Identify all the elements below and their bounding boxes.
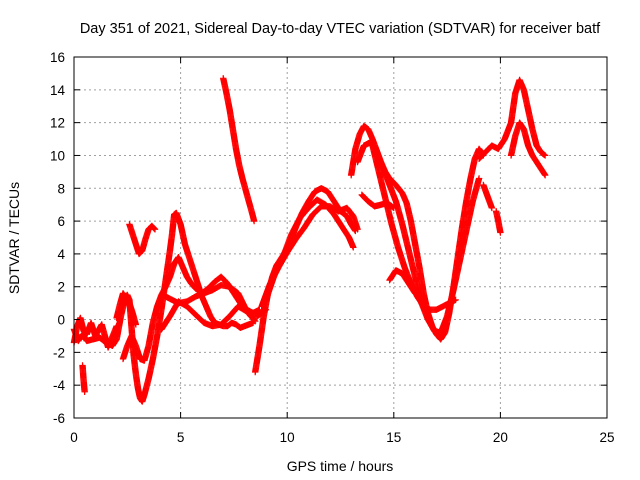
data-series-arc-4 [158, 298, 259, 333]
data-point [541, 152, 549, 159]
plot-frame [73, 56, 608, 419]
data-series-arc-5 [126, 221, 159, 258]
y-tick-label: 2 [57, 280, 65, 295]
data-point [488, 204, 496, 212]
data-series-arc-14 [358, 191, 397, 212]
data-point [252, 317, 259, 325]
y-tick-label: 0 [57, 313, 65, 328]
data-point [350, 244, 357, 251]
y-tick-label: 10 [50, 148, 65, 163]
data-point [132, 321, 140, 328]
data-series-arc-3 [162, 281, 270, 320]
data-points [70, 75, 549, 405]
data-point [113, 322, 120, 330]
data-series-arc-16 [475, 76, 549, 162]
data-series-arc-6 [113, 290, 140, 328]
x-tick-label: 25 [599, 430, 614, 445]
data-series-arc-10 [262, 196, 357, 304]
x-tick-label: 10 [280, 430, 295, 445]
y-tick-label: 8 [57, 181, 65, 196]
data-point [541, 151, 548, 158]
data-series-arc-18 [480, 181, 496, 212]
data-series-arc-20 [79, 362, 88, 395]
y-axis-label: SDTVAR / TECUs [6, 182, 22, 294]
data-series-arc-15 [386, 267, 419, 297]
data-point [390, 204, 397, 212]
data-point [452, 296, 459, 304]
data-point [151, 226, 159, 233]
data-series-arc-17 [507, 119, 549, 179]
x-tick-label: 0 [70, 430, 78, 445]
y-tick-label: 16 [50, 50, 65, 65]
y-tick-label: -6 [53, 411, 65, 426]
x-tick-label: 15 [386, 430, 401, 445]
data-point [541, 171, 549, 179]
y-tick-label: 6 [57, 214, 65, 229]
data-series-arc-2 [119, 253, 263, 364]
data-point [81, 388, 88, 395]
y-tick-label: 4 [57, 247, 65, 262]
axis-ticks: 0 5 10 15 20 25 -6 -4 -2 0 2 4 6 8 10 12 14 16 [50, 50, 615, 445]
x-tick-label: 20 [493, 430, 508, 445]
y-tick-label: 12 [50, 116, 65, 131]
y-tick-label: 14 [50, 83, 66, 98]
data-series-arc-19 [492, 208, 504, 236]
data-series-arc-7 [220, 75, 258, 225]
data-point [389, 204, 397, 211]
data-point [150, 224, 157, 232]
x-tick-label: 5 [177, 430, 185, 445]
data-point [354, 226, 361, 233]
data-point [251, 317, 258, 324]
data-point [497, 229, 504, 236]
chart-title: Day 351 of 2021, Sidereal Day-to-day VTE… [80, 21, 601, 37]
y-tick-label: -2 [53, 345, 65, 360]
data-point [151, 225, 158, 232]
x-axis-label: GPS time / hours [287, 458, 394, 474]
y-tick-label: -4 [53, 378, 65, 393]
data-point [411, 290, 419, 297]
data-point [475, 175, 483, 182]
data-point [250, 217, 258, 225]
